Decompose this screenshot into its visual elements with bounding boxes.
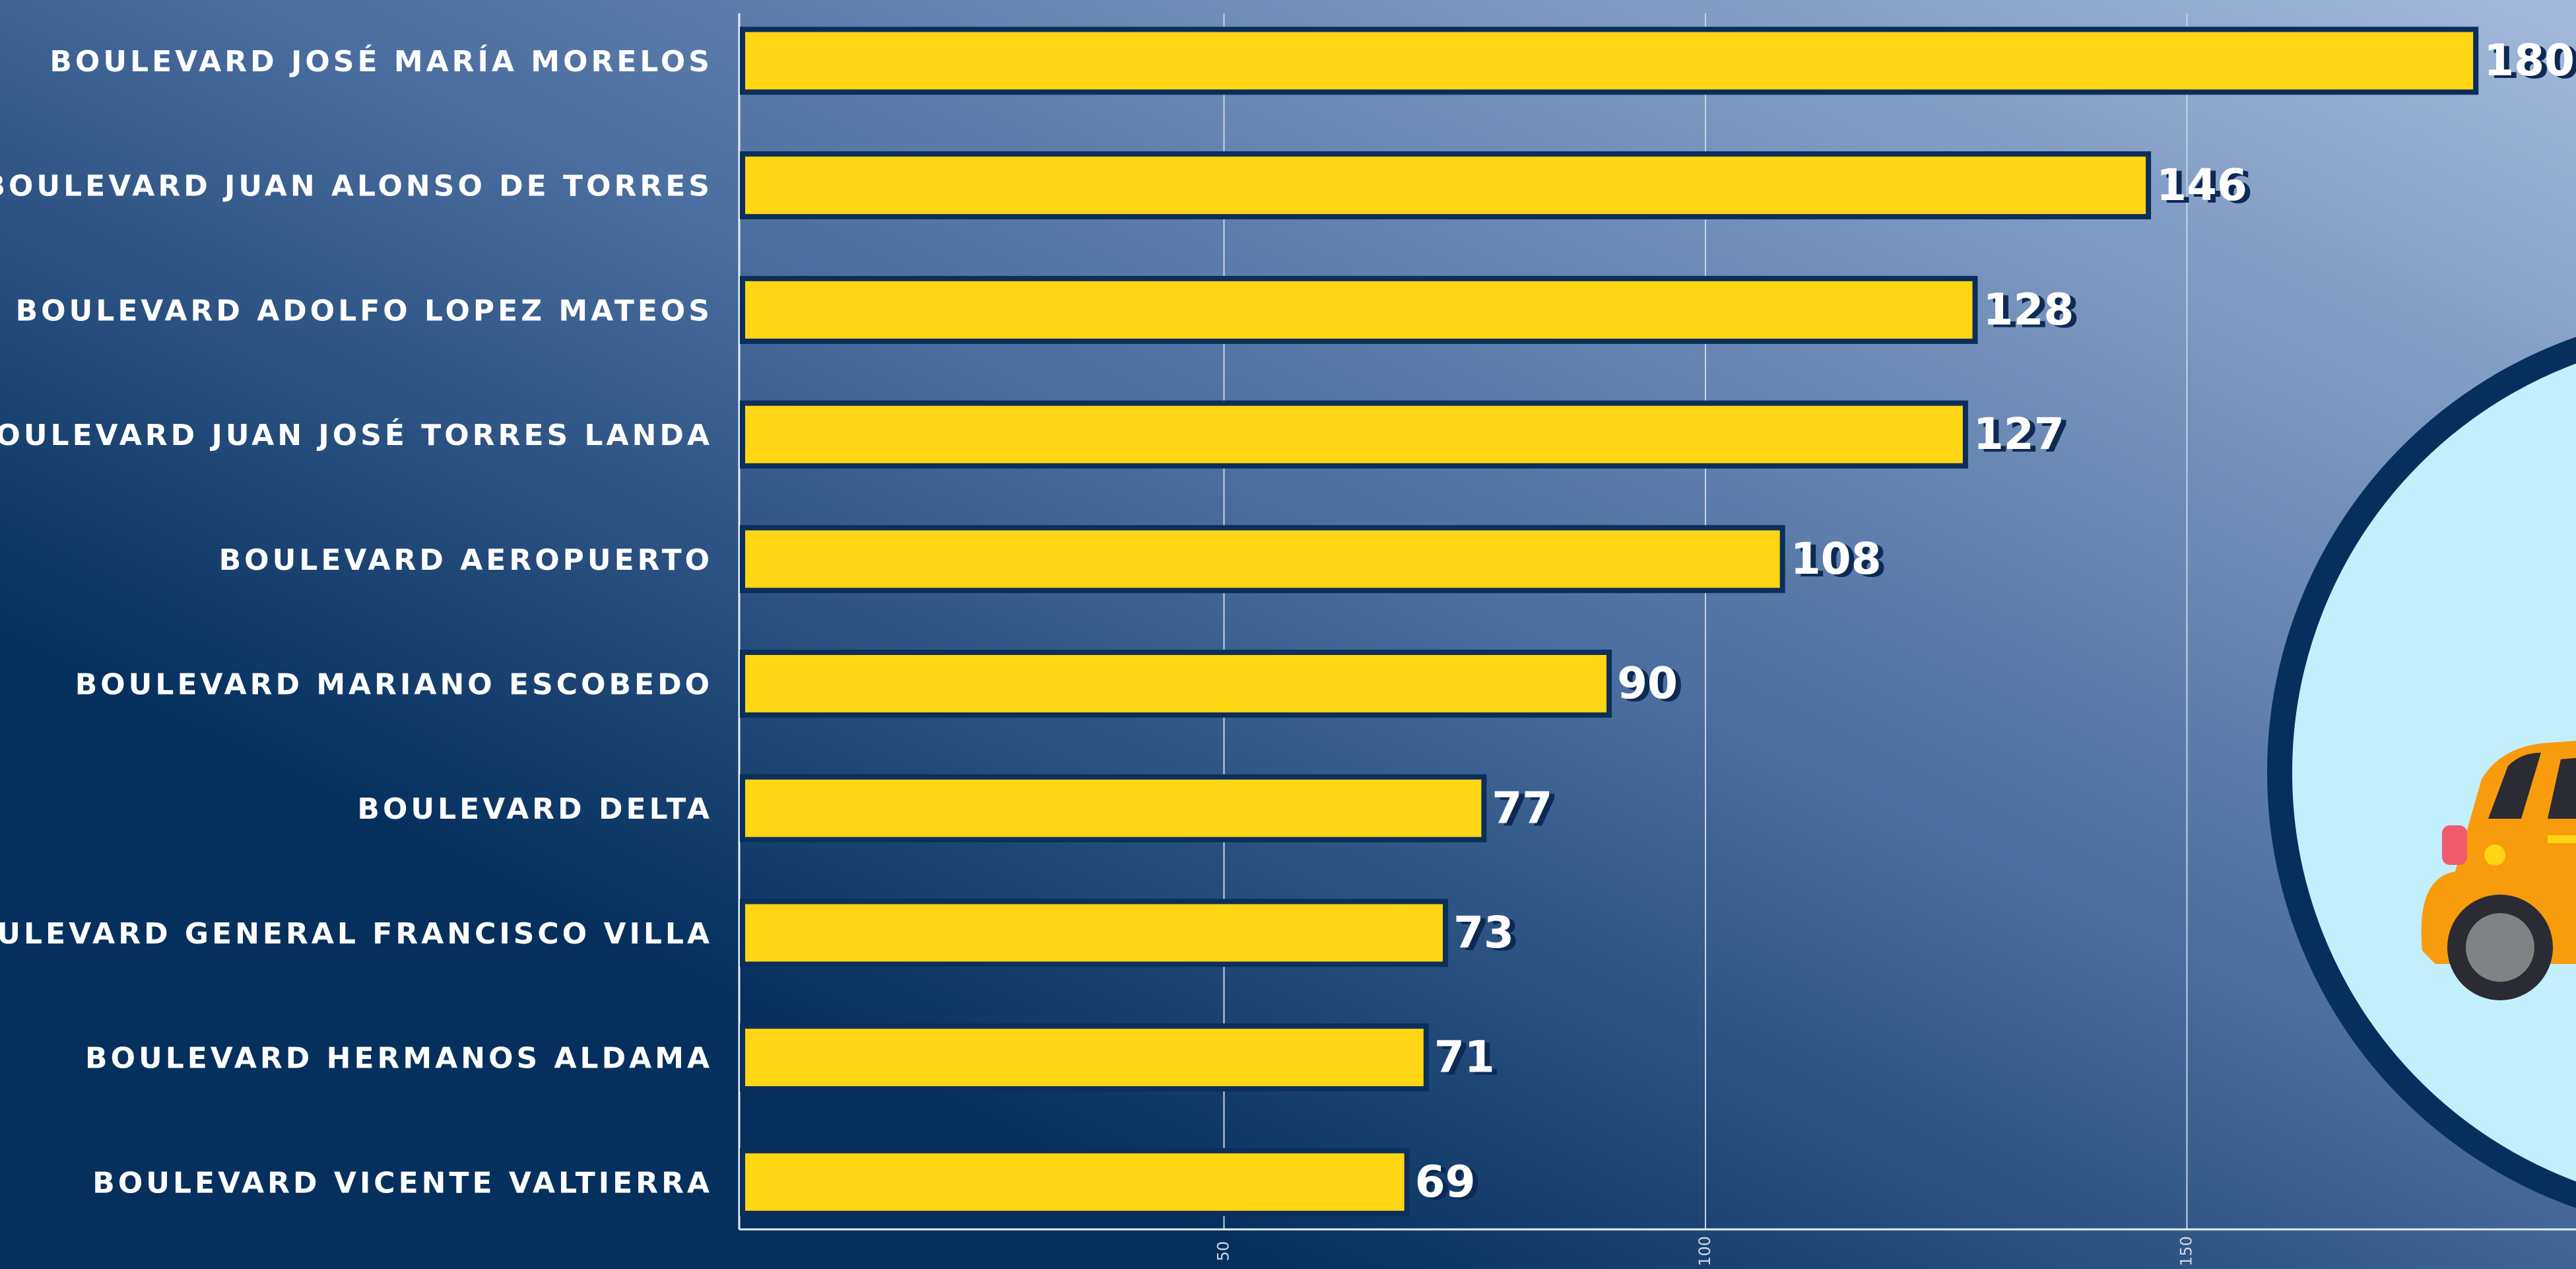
bar	[740, 650, 1612, 718]
bar	[740, 400, 1968, 469]
category-label: BOULEVARD GENERAL FRANCISCO VILLA	[0, 917, 713, 951]
value-label: 180	[2484, 35, 2575, 86]
value-label: 128	[1983, 284, 2074, 335]
bar	[740, 1148, 1410, 1216]
value-label: 127	[1973, 409, 2064, 460]
value-label: 146	[2156, 160, 2247, 211]
category-label: BOULEVARD VICENTE VALTIERRA	[92, 1166, 713, 1200]
value-label: 77	[1492, 782, 1552, 833]
value-label: 90	[1617, 658, 1678, 709]
car-light	[2442, 825, 2467, 865]
bar	[740, 275, 1978, 344]
category-label: BOULEVARD JUAN JOSÉ TORRES LANDA	[0, 417, 713, 452]
decoration	[2267, 337, 2576, 1208]
category-label: BOULEVARD JUAN ALONSO DE TORRES	[0, 170, 713, 203]
category-label: BOULEVARD ADOLFO LOPEZ MATEOS	[16, 294, 713, 327]
category-label: BOULEVARD DELTA	[357, 792, 713, 826]
car-light	[2484, 844, 2505, 866]
value-label: 71	[1434, 1032, 1495, 1083]
bar	[740, 1023, 1429, 1092]
bar	[740, 525, 1785, 594]
value-label: 73	[1453, 907, 1514, 958]
x-tick-label: 100	[1696, 1236, 1714, 1266]
car-trim	[2548, 835, 2576, 843]
value-label: 108	[1791, 533, 1882, 584]
bar	[740, 899, 1449, 967]
car-window	[2488, 753, 2541, 819]
bar	[740, 774, 1487, 842]
value-label: 69	[1415, 1156, 1476, 1207]
car-window	[2548, 758, 2576, 819]
x-tick-label: 50	[1214, 1241, 1233, 1262]
category-label: BOULEVARD JOSÉ MARÍA MORELOS	[50, 44, 713, 79]
category-label: BOULEVARD AEROPUERTO	[219, 543, 713, 577]
x-tick-label: 150	[2177, 1236, 2196, 1266]
category-label: BOULEVARD HERMANOS ALDAMA	[85, 1042, 713, 1076]
car-hub	[2466, 913, 2534, 982]
category-label: BOULEVARD MARIANO ESCOBEDO	[75, 668, 713, 702]
bar	[740, 26, 2479, 95]
bar	[740, 151, 2152, 220]
